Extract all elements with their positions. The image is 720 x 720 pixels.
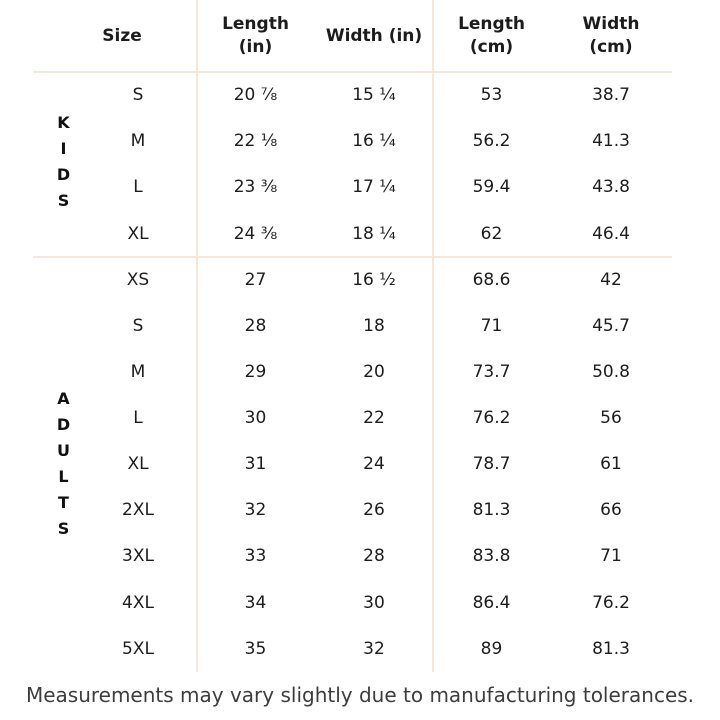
value-cell: 15 ¼ (352, 84, 396, 105)
tolerance-note: Measurements may vary slightly due to ma… (25, 683, 695, 707)
size-table: Size Length (in) Width (in) Length (cm) … (0, 0, 672, 672)
value-cell: 27 (244, 269, 267, 290)
table-row: 2XL 32 26 81.3 66 (0, 487, 672, 533)
table-row: S 28 18 71 45.7 (0, 303, 672, 349)
size-cell: S (132, 84, 144, 105)
size-cell: 2XL (122, 500, 154, 521)
value-cell: 28 (363, 546, 385, 567)
header-divider (33, 71, 672, 73)
size-cell: 5XL (122, 638, 154, 659)
value-cell: 89 (480, 638, 503, 659)
table-row: XL 24 ⅜ 18 ¼ 62 46.4 (0, 211, 672, 257)
value-cell: 41.3 (592, 131, 630, 152)
table-body: S 20 ⅞ 15 ¼ 53 38.7 M 22 ⅛ 16 ¼ 56.2 41.3 L 23 ⅜ 17 … (0, 72, 672, 672)
value-cell: 50.8 (592, 362, 630, 383)
value-cell: 81.3 (472, 500, 511, 521)
value-cell: 31 (244, 454, 267, 475)
table-row: 3XL 33 28 83.8 71 (0, 534, 672, 580)
size-cell: XL (127, 223, 149, 244)
size-cell: XS (126, 269, 150, 290)
value-cell: 22 ⅛ (233, 131, 278, 152)
value-cell: 28 (244, 315, 267, 336)
table-row: XS 27 16 ½ 68.6 42 (0, 257, 672, 303)
value-cell: 42 (600, 269, 622, 290)
value-cell: 38.7 (592, 84, 630, 105)
value-cell: 66 (600, 500, 622, 521)
value-cell: 86.4 (472, 592, 511, 613)
value-cell: 45.7 (592, 315, 630, 336)
column-divider-1 (196, 0, 198, 672)
value-cell: 24 ⅜ (233, 223, 278, 244)
value-cell: 46.4 (592, 223, 630, 244)
value-cell: 61 (600, 454, 622, 475)
table-header-row: Size Length (in) Width (in) Length (cm) … (0, 0, 672, 72)
value-cell: 33 (244, 546, 267, 567)
value-cell: 30 (363, 592, 385, 613)
size-cell: S (132, 315, 144, 336)
size-cell: 3XL (122, 546, 154, 567)
value-cell: 29 (244, 362, 267, 383)
value-cell: 81.3 (592, 638, 630, 659)
size-cell: M (130, 362, 146, 383)
value-cell: 78.7 (472, 454, 511, 475)
size-cell: M (130, 131, 146, 152)
value-cell: 68.6 (472, 269, 511, 290)
value-cell: 35 (244, 638, 267, 659)
value-cell: 59.4 (472, 177, 511, 198)
table-row: XL 31 24 78.7 61 (0, 441, 672, 487)
header-width-cm: Width (cm) (582, 14, 640, 57)
size-cell: 4XL (122, 592, 154, 613)
size-cell: L (133, 177, 143, 198)
value-cell: 83.8 (472, 546, 511, 567)
column-divider-2 (432, 0, 434, 672)
table-row: L 23 ⅜ 17 ¼ 59.4 43.8 (0, 165, 672, 211)
value-cell: 34 (244, 592, 267, 613)
value-cell: 24 (363, 454, 385, 475)
value-cell: 32 (363, 638, 385, 659)
value-cell: 20 ⅞ (233, 84, 278, 105)
value-cell: 62 (480, 223, 503, 244)
value-cell: 22 (363, 408, 385, 429)
section-divider (33, 256, 672, 258)
value-cell: 18 ¼ (352, 223, 396, 244)
value-cell: 20 (363, 362, 385, 383)
table-row: 5XL 35 32 89 81.3 (0, 626, 672, 672)
group-label-adults: ADULTS (54, 389, 73, 545)
size-cell: L (133, 408, 143, 429)
value-cell: 71 (480, 315, 503, 336)
value-cell: 71 (600, 546, 622, 567)
table-row: 4XL 34 30 86.4 76.2 (0, 580, 672, 626)
header-length-cm: Length (cm) (458, 14, 525, 57)
value-cell: 56.2 (472, 131, 511, 152)
value-cell: 56 (600, 408, 622, 429)
value-cell: 18 (363, 315, 385, 336)
table-row: L 30 22 76.2 56 (0, 395, 672, 441)
header-length-in: Length (in) (222, 14, 289, 57)
table-row: S 20 ⅞ 15 ¼ 53 38.7 (0, 72, 672, 118)
value-cell: 16 ¼ (352, 131, 396, 152)
value-cell: 30 (244, 408, 267, 429)
group-label-kids: KIDS (54, 113, 73, 217)
value-cell: 43.8 (592, 177, 630, 198)
value-cell: 76.2 (592, 592, 630, 613)
table-row: M 29 20 73.7 50.8 (0, 349, 672, 395)
value-cell: 26 (363, 500, 385, 521)
table-row: M 22 ⅛ 16 ¼ 56.2 41.3 (0, 118, 672, 164)
value-cell: 16 ½ (352, 269, 396, 290)
value-cell: 76.2 (472, 408, 511, 429)
value-cell: 32 (244, 500, 267, 521)
value-cell: 23 ⅜ (233, 177, 278, 198)
value-cell: 17 ¼ (352, 177, 396, 198)
value-cell: 73.7 (472, 362, 511, 383)
value-cell: 53 (480, 84, 503, 105)
header-width-in: Width (in) (325, 25, 423, 46)
header-size: Size (102, 25, 142, 46)
size-cell: XL (127, 454, 149, 475)
